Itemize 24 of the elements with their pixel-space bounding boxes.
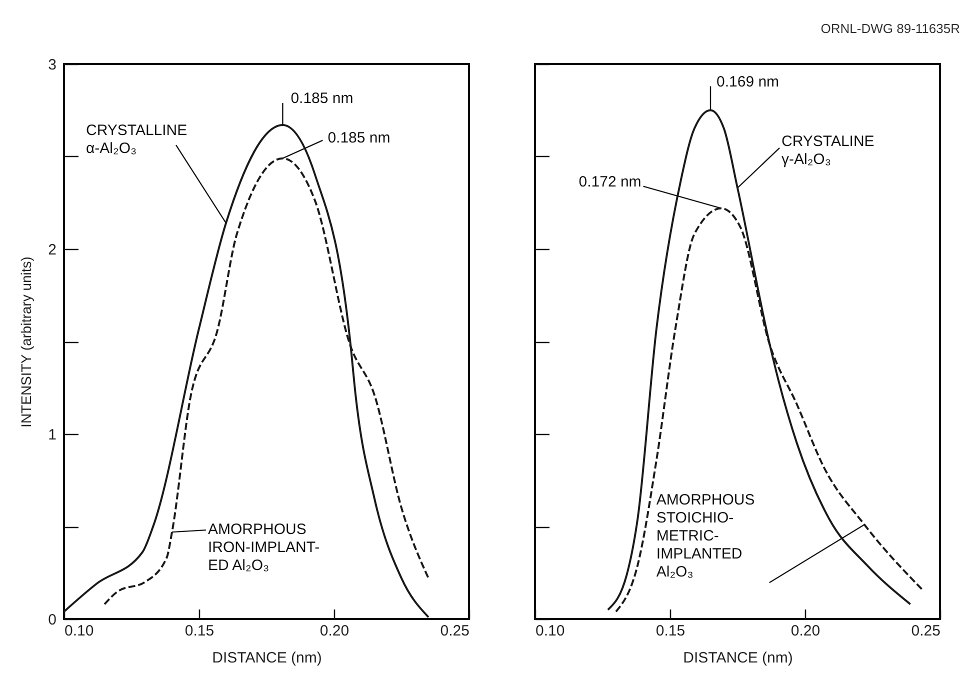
x-axis-title: DISTANCE (nm) (683, 650, 793, 666)
x-tick-label: 0.25 (440, 622, 470, 640)
annotation: 0.185 nm (290, 90, 354, 108)
annotation: AMORPHOUS STOICHIO- METRIC- IMPLANTED Al₂O₃ (656, 492, 755, 581)
x-tick-label: 0.10 (64, 622, 94, 640)
y-tick-label: 0 (48, 612, 56, 628)
x-tick-label: 0.15 (184, 622, 214, 640)
x-tick-label: 0.20 (320, 622, 350, 640)
y-axis-title: INTENSITY (arbitrary units) (18, 256, 34, 428)
x-tick-label: 0.15 (656, 622, 686, 640)
annotation: 0.185 nm (328, 129, 390, 146)
annotation: CRYSTALINE γ-Al₂O₃ (782, 132, 874, 168)
text: ORNL-DWG 89-11635R (820, 21, 960, 36)
y-tick-label: 1 (48, 426, 56, 444)
y-tick-label: 2 (48, 242, 56, 258)
annotation: 0.172 nm (578, 173, 642, 190)
y-tick-label: 3 (48, 56, 56, 74)
x-tick-label: 0.10 (536, 622, 565, 640)
annotation: AMORPHOUS IRON-IMPLANT- ED Al₂O₃ (208, 521, 320, 574)
x-tick-label: 0.20 (790, 622, 820, 640)
x-axis-title: DISTANCE (nm) (212, 650, 322, 666)
annotation: CRYSTALLINE α-Al₂O₃ (86, 122, 188, 158)
x-tick-label: 0.25 (911, 622, 940, 640)
annotation: 0.169 nm (716, 73, 780, 90)
